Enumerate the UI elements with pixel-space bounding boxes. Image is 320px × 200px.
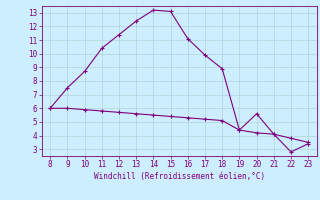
X-axis label: Windchill (Refroidissement éolien,°C): Windchill (Refroidissement éolien,°C) [94,172,265,181]
